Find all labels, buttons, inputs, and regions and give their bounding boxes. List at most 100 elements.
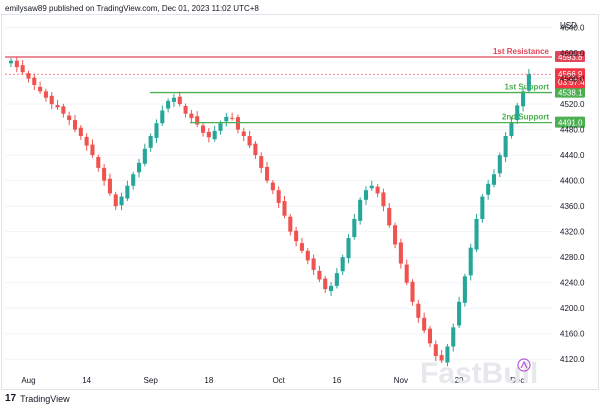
candle-body	[177, 96, 182, 105]
candle-body	[224, 116, 229, 122]
x-tick-label: 14	[82, 376, 91, 385]
y-tick-label: 4440.0	[560, 151, 585, 160]
candle-body	[433, 344, 438, 357]
y-tick-label: 4520.0	[560, 100, 585, 109]
level-price-badge	[555, 86, 585, 98]
tradingview-logo-icon: 17	[5, 393, 17, 404]
candle-body	[305, 250, 310, 261]
candle-body	[218, 123, 223, 131]
level-price-value: 4593.8	[558, 53, 583, 62]
candle-body	[346, 238, 351, 259]
candle-body	[131, 174, 136, 186]
candle-body	[142, 148, 147, 164]
candle-body	[299, 243, 304, 251]
candle-body	[183, 106, 188, 114]
candle-body	[113, 194, 118, 207]
candle-body	[241, 131, 246, 136]
candle-body	[38, 86, 43, 92]
y-tick-label: 4280.0	[560, 253, 585, 262]
candle-body	[439, 355, 444, 361]
candle-body	[49, 95, 54, 105]
candle-body	[136, 162, 142, 173]
candle-body	[410, 281, 415, 302]
level-label: 1st Support	[505, 83, 550, 92]
y-tick-label: 4200.0	[560, 304, 585, 313]
candle-body	[160, 110, 165, 124]
candle-body	[369, 185, 374, 189]
candle-body	[84, 136, 89, 146]
chart-frame	[1, 14, 599, 390]
candle-body	[206, 131, 211, 138]
fastbull-watermark: FastBull	[420, 357, 538, 390]
fastbull-logo-icon	[517, 358, 531, 372]
candle-body	[26, 73, 31, 79]
candle-body	[189, 113, 194, 119]
candle-body	[340, 257, 345, 272]
y-tick-label: 4640.0	[560, 24, 585, 33]
candle-body	[416, 303, 421, 318]
y-tick-label: 4600.0	[560, 49, 585, 58]
candle-body	[20, 65, 25, 73]
candle-body	[8, 60, 14, 64]
candle-body	[474, 218, 479, 250]
candle-body	[148, 136, 153, 148]
y-tick-label: 4320.0	[560, 228, 585, 237]
candle-body	[503, 136, 508, 158]
candle-body	[14, 60, 19, 68]
candle-body	[102, 167, 107, 181]
candle-body	[294, 230, 299, 242]
candle-body	[526, 74, 531, 91]
candle-body	[166, 100, 171, 109]
candle-body	[404, 264, 409, 283]
x-tick-label: 16	[332, 376, 341, 385]
candle-body	[43, 91, 48, 98]
candles	[8, 56, 531, 367]
candle-body	[381, 192, 386, 207]
candle-body	[96, 157, 101, 168]
level-price-value: 4538.1	[558, 89, 583, 98]
candle-body	[323, 278, 328, 290]
y-tick-label: 4120.0	[560, 355, 585, 364]
candle-body	[55, 105, 60, 108]
y-axis: 4120.0 4160.0 4200.0 4240.0 4280.0 4320.0 4360…	[560, 24, 585, 365]
candle-body	[259, 156, 264, 168]
level-price-badge	[555, 51, 585, 63]
publish-header: emilysaw89 published on TradingView.com,…	[5, 4, 259, 13]
candle-body	[334, 273, 339, 286]
x-tick-label: Dec	[510, 376, 524, 385]
level-label: 2nd Support	[502, 113, 549, 122]
candle-body	[235, 117, 240, 130]
currency-label: USD	[560, 21, 577, 30]
x-tick-label: Oct	[272, 376, 285, 385]
candle-body	[457, 301, 462, 326]
candle-body	[393, 225, 398, 245]
candle-body	[125, 185, 130, 199]
candle-body	[329, 285, 334, 291]
candle-body	[171, 97, 176, 102]
candle-body	[509, 121, 514, 136]
candle-body	[72, 120, 78, 130]
candle-body	[78, 127, 83, 136]
y-tick-label: 4360.0	[560, 202, 585, 211]
candle-body	[462, 276, 467, 303]
candle-body	[61, 106, 66, 114]
candle-body	[32, 77, 37, 85]
y-tick-label: 4240.0	[560, 279, 585, 288]
candle-body	[212, 130, 217, 140]
candle-body	[200, 125, 206, 133]
y-tick-label: 4400.0	[560, 177, 585, 186]
candle-body	[230, 117, 235, 119]
candle-body	[375, 186, 380, 194]
level-price-value: 4491.0	[558, 119, 583, 128]
candle-body	[515, 105, 520, 121]
candle-body	[195, 116, 200, 125]
candle-body	[445, 346, 450, 363]
candle-body	[398, 242, 403, 264]
levels: 1st Resistance 4593.8 1st Support 4538.1 2nd…	[5, 47, 590, 128]
tradingview-label: TradingView	[20, 393, 70, 404]
candle-body	[468, 247, 473, 276]
level-price-badge	[555, 116, 585, 128]
candle-body	[265, 166, 270, 181]
candle-body	[119, 196, 124, 206]
